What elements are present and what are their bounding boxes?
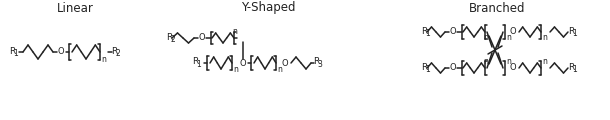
Text: 1: 1 [572, 29, 577, 38]
Text: O: O [450, 63, 456, 72]
Text: n: n [542, 57, 547, 66]
Text: 1: 1 [196, 60, 201, 69]
Text: Y-Shaped: Y-Shaped [241, 2, 295, 15]
Text: R: R [313, 57, 319, 66]
Text: R: R [421, 63, 427, 72]
Text: 1: 1 [572, 65, 577, 74]
Text: O: O [510, 63, 516, 72]
Text: 1: 1 [425, 65, 430, 74]
Text: 3: 3 [317, 60, 322, 69]
Text: n: n [542, 33, 547, 42]
Text: n: n [278, 65, 282, 73]
Text: O: O [450, 27, 456, 36]
Text: n: n [506, 33, 511, 42]
Text: R: R [192, 57, 198, 66]
Text: n: n [484, 57, 489, 66]
Text: Branched: Branched [468, 2, 525, 15]
Text: O: O [510, 27, 516, 36]
Text: Linear: Linear [57, 2, 93, 15]
Text: R: R [421, 27, 427, 36]
Text: n: n [234, 65, 239, 73]
Text: O: O [282, 59, 289, 67]
Text: n: n [101, 54, 106, 63]
Text: R: R [568, 63, 574, 72]
Text: R: R [166, 33, 172, 42]
Text: 2: 2 [170, 35, 175, 44]
Text: R: R [9, 46, 15, 55]
Text: R: R [111, 46, 117, 55]
Text: O: O [58, 48, 64, 57]
Text: O: O [199, 33, 206, 42]
Text: 1: 1 [13, 49, 18, 58]
Text: R: R [568, 27, 574, 36]
Text: n: n [506, 57, 511, 66]
Text: n: n [484, 33, 489, 42]
Text: O: O [240, 59, 246, 67]
Text: 2: 2 [115, 49, 120, 58]
Text: 1: 1 [425, 29, 430, 38]
Text: n: n [232, 27, 237, 36]
